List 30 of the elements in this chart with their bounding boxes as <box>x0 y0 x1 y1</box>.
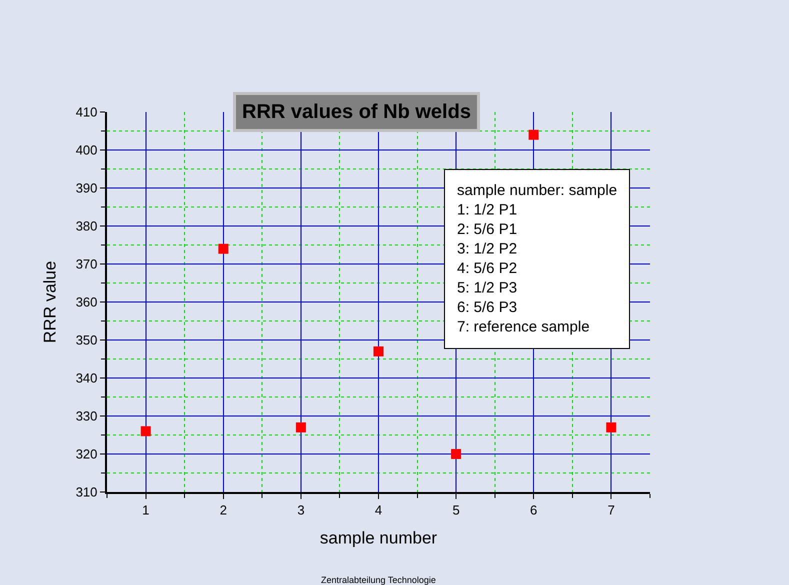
x-tick-label: 7 <box>608 502 615 518</box>
point <box>606 422 616 432</box>
y-tick-label: 390 <box>76 180 98 196</box>
y-tick-label: 340 <box>76 370 98 386</box>
point <box>528 130 539 140</box>
point <box>218 244 228 254</box>
y-tick-label: 400 <box>76 142 98 158</box>
y-tick-label: 320 <box>76 446 98 462</box>
x-tick-label: 6 <box>530 502 538 518</box>
y-tick-label: 360 <box>76 294 98 310</box>
y-axis-title: RRR value <box>40 260 60 344</box>
point <box>296 422 306 432</box>
x-tick-label: 3 <box>297 502 305 518</box>
point <box>451 449 462 459</box>
point <box>374 346 384 356</box>
y-tick-label: 350 <box>76 332 98 348</box>
annotation: sample number: sample 1: 1/2 P1 2: 5/6 P1 3: 1/2 P2 4: 5/6 P2 5: 1/2 P3 6: 5/6 P3 7: reference sample <box>457 182 618 336</box>
x-tick-label: 4 <box>374 502 382 518</box>
y-tick-label: 380 <box>76 218 98 234</box>
x-tick-label: 2 <box>220 502 227 518</box>
y-tick-label: 370 <box>76 256 98 272</box>
text: Zentralabteilung Technologie <box>321 575 436 585</box>
y-tick-label: 410 <box>76 104 98 120</box>
x-axis-title: sample number <box>320 528 438 548</box>
point <box>140 426 151 436</box>
x-tick-label: 1 <box>142 502 150 518</box>
chart-title: RRR values of Nb welds <box>242 101 471 123</box>
x-tick-label: 5 <box>452 502 460 518</box>
y-tick-label: 310 <box>76 484 98 500</box>
y-tick-label: 330 <box>76 408 98 424</box>
